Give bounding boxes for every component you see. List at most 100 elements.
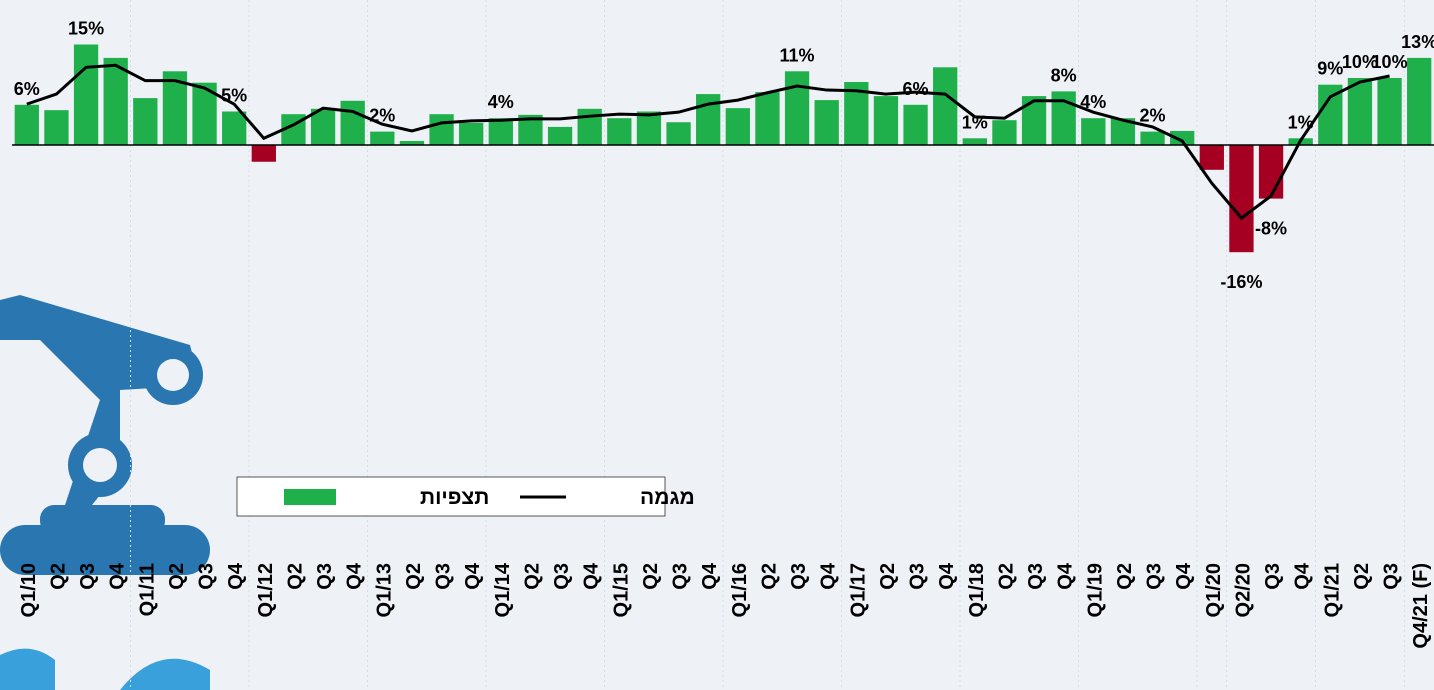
x-tick-label: Q1/21 [1321,563,1343,617]
bar [489,118,513,145]
x-tick-label: Q2 [521,563,543,590]
x-tick-label: Q1/11 [136,563,158,616]
x-tick-label: Q3 [670,563,692,590]
x-tick-label: Q3 [1262,563,1284,590]
bar [933,67,957,145]
bar [1259,145,1283,199]
value-label: 6% [14,79,40,99]
bar [44,110,68,145]
bar [963,138,987,145]
x-tick-label: Q3 [551,563,573,590]
bar [459,123,483,145]
x-tick-label: Q2 [1114,563,1136,590]
x-tick-label: Q4 [225,562,247,590]
bar [1229,145,1253,252]
x-tick-label: Q1/18 [966,563,988,617]
bar [637,112,661,146]
x-tick-label: Q4 [462,562,484,590]
page: 6%15%5%2%4%11%6%1%8%4%2%-16%-8%1%9%10%10… [0,0,1434,690]
value-label: 2% [369,106,395,126]
bar [903,105,927,145]
value-label: 1% [1288,112,1314,132]
bar [548,127,572,145]
bar [1348,78,1372,145]
bar [785,71,809,145]
value-label: 6% [903,79,929,99]
x-tick-label: Q2/20 [1232,563,1254,617]
value-label: 5% [221,86,247,106]
x-tick-label: Q1/17 [847,563,869,617]
chart: 6%15%5%2%4%11%6%1%8%4%2%-16%-8%1%9%10%10… [0,0,1434,690]
bar [607,118,631,145]
x-tick-label: Q1/16 [729,563,751,617]
x-tick-label: Q3 [788,563,810,590]
x-tick-label: Q4 [936,562,958,590]
bar [815,100,839,145]
bar [726,108,750,145]
value-label: 9% [1317,59,1343,79]
bar [666,122,690,145]
bar [222,112,246,146]
x-tick-label: Q4 [1173,562,1195,590]
value-label: 11% [780,45,815,65]
x-tick-label: Q4 [107,562,129,590]
value-label: 15% [68,19,104,39]
bar [1081,118,1105,145]
value-label: -16% [1220,272,1262,292]
legend-swatch [284,489,336,505]
x-tick-label: Q2 [877,563,899,590]
bar [1140,132,1164,145]
x-tick-label: Q3 [1025,563,1047,590]
x-tick-label: Q1/14 [492,562,514,617]
x-tick-label: Q2 [1351,563,1373,590]
x-tick-label: Q4/21 (F) [1410,563,1432,649]
bar [755,92,779,145]
value-label: 4% [1080,92,1106,112]
x-tick-label: Q3 [1144,563,1166,590]
value-label: 2% [1140,106,1166,126]
robot-joint-hole [157,359,189,391]
legend-label: מגמה [640,486,695,509]
x-tick-label: Q2 [403,563,425,590]
x-tick-label: Q1/15 [610,563,632,617]
bar [992,120,1016,145]
robot-joint-hole [83,448,117,482]
x-tick-label: Q4 [344,562,366,590]
plot: 6%15%5%2%4%11%6%1%8%4%2%-16%-8%1%9%10%10… [12,0,1434,690]
x-tick-label: Q3 [314,563,336,590]
bar [133,98,157,145]
x-tick-label: Q3 [433,563,455,590]
value-label: 10% [1372,52,1408,72]
x-tick-label: Q4 [581,562,603,590]
robot-decoration [0,295,210,690]
deco [120,659,210,690]
bar [252,145,276,162]
value-label: -8% [1255,219,1287,239]
x-tick-label: Q1/19 [1084,563,1106,617]
bar [74,45,98,146]
legend: תצפיות מגמה [237,477,695,516]
x-tick-label: Q2 [640,563,662,590]
robot-base [40,505,165,535]
legend-label: תצפיות [420,486,489,509]
value-label: 8% [1051,65,1077,85]
deco [0,649,55,690]
value-label: 13% [1401,32,1434,52]
bar [1407,58,1431,145]
x-tick-label: Q1/10 [18,563,40,617]
x-tick-label: Q3 [77,563,99,590]
bar [341,101,365,145]
x-tick-label: Q4 [818,562,840,590]
x-tick-label: Q2 [284,563,306,590]
bar [1200,145,1224,170]
x-tick-label: Q3 [196,563,218,590]
x-tick-label: Q4 [1055,562,1077,590]
x-tick-label: Q2 [166,563,188,590]
bar [15,105,39,145]
bar [874,96,898,145]
x-tick-label: Q1/12 [255,563,277,617]
bar [1377,78,1401,145]
x-tick-label: Q2 [758,563,780,590]
x-tick-label: Q4 [1292,562,1314,590]
x-tick-label: Q2 [47,563,69,590]
